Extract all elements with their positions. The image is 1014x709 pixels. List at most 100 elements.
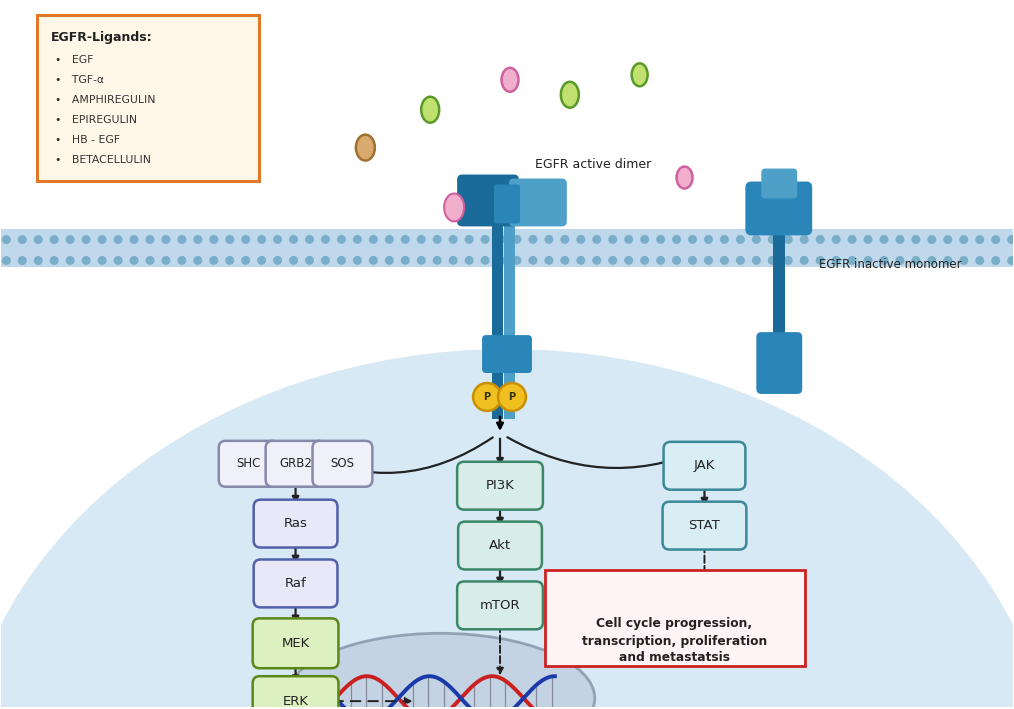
Ellipse shape	[676, 167, 693, 189]
Text: SHC: SHC	[236, 457, 261, 470]
Ellipse shape	[561, 82, 579, 108]
Circle shape	[943, 235, 952, 244]
Circle shape	[385, 235, 393, 244]
Circle shape	[831, 235, 841, 244]
Text: Cell cycle progression,: Cell cycle progression,	[596, 617, 752, 630]
FancyBboxPatch shape	[663, 442, 745, 490]
Text: MEK: MEK	[282, 637, 309, 649]
Circle shape	[1007, 256, 1014, 265]
Circle shape	[145, 256, 154, 265]
Circle shape	[943, 256, 952, 265]
Circle shape	[497, 256, 506, 264]
Circle shape	[417, 235, 426, 244]
Text: SOS: SOS	[331, 457, 355, 470]
Circle shape	[751, 256, 760, 265]
Circle shape	[736, 235, 745, 244]
Circle shape	[18, 256, 26, 265]
FancyBboxPatch shape	[457, 174, 519, 226]
Circle shape	[353, 256, 362, 265]
Circle shape	[417, 256, 426, 264]
Circle shape	[928, 256, 936, 265]
Text: P: P	[484, 392, 491, 402]
Bar	[1, 230, 1013, 267]
Circle shape	[720, 256, 729, 265]
Circle shape	[992, 256, 1000, 265]
Circle shape	[864, 256, 872, 265]
Circle shape	[528, 256, 537, 264]
Circle shape	[145, 235, 154, 244]
Text: •   BETACELLULIN: • BETACELLULIN	[55, 155, 151, 164]
Text: •   AMPHIREGULIN: • AMPHIREGULIN	[55, 95, 156, 105]
Circle shape	[831, 256, 841, 265]
Circle shape	[337, 235, 346, 244]
Circle shape	[720, 235, 729, 244]
Circle shape	[97, 235, 106, 244]
Circle shape	[1007, 235, 1014, 244]
Circle shape	[448, 256, 457, 264]
Circle shape	[321, 235, 330, 244]
Circle shape	[608, 235, 618, 244]
Circle shape	[975, 256, 985, 265]
Text: Ras: Ras	[284, 517, 307, 530]
Circle shape	[353, 235, 362, 244]
Circle shape	[321, 256, 330, 265]
Bar	[492, 199, 503, 339]
Circle shape	[241, 256, 250, 265]
Circle shape	[800, 256, 809, 265]
Circle shape	[33, 256, 43, 265]
Circle shape	[784, 256, 793, 265]
Circle shape	[497, 235, 506, 244]
Text: GRB2: GRB2	[279, 457, 312, 470]
Circle shape	[82, 256, 90, 265]
Circle shape	[464, 256, 474, 264]
Bar	[492, 339, 503, 419]
Circle shape	[50, 256, 59, 265]
Text: EGFR active dimer: EGFR active dimer	[535, 158, 651, 171]
Circle shape	[225, 235, 234, 244]
Circle shape	[704, 256, 713, 265]
Circle shape	[625, 235, 633, 244]
Circle shape	[608, 256, 618, 264]
Circle shape	[545, 235, 554, 244]
Circle shape	[225, 256, 234, 265]
Circle shape	[2, 256, 11, 265]
Circle shape	[305, 235, 314, 244]
Circle shape	[177, 235, 187, 244]
Text: and metastatsis: and metastatsis	[620, 651, 730, 664]
Bar	[1, 0, 1013, 267]
Text: EGFR-Ligands:: EGFR-Ligands:	[52, 31, 153, 44]
Circle shape	[50, 235, 59, 244]
Text: •   EGF: • EGF	[55, 55, 93, 65]
FancyBboxPatch shape	[482, 335, 532, 373]
Circle shape	[992, 235, 1000, 244]
FancyBboxPatch shape	[254, 500, 338, 547]
Circle shape	[592, 235, 601, 244]
FancyBboxPatch shape	[457, 462, 542, 510]
Circle shape	[305, 256, 314, 265]
Text: STAT: STAT	[689, 519, 720, 532]
Ellipse shape	[502, 68, 518, 91]
Text: PI3K: PI3K	[486, 479, 514, 492]
FancyBboxPatch shape	[545, 571, 805, 666]
FancyBboxPatch shape	[756, 332, 802, 394]
Circle shape	[114, 256, 123, 265]
Circle shape	[481, 235, 490, 244]
Text: P: P	[508, 392, 515, 402]
Circle shape	[289, 235, 298, 244]
Circle shape	[912, 256, 921, 265]
Circle shape	[561, 256, 569, 264]
Circle shape	[177, 256, 187, 265]
Text: •   HB - EGF: • HB - EGF	[55, 135, 121, 145]
Circle shape	[401, 256, 410, 264]
Circle shape	[97, 256, 106, 265]
Text: ERK: ERK	[283, 695, 308, 708]
Circle shape	[481, 256, 490, 264]
Circle shape	[656, 235, 665, 244]
Circle shape	[768, 235, 777, 244]
Circle shape	[194, 256, 203, 265]
FancyBboxPatch shape	[494, 184, 520, 223]
Circle shape	[194, 235, 203, 244]
Circle shape	[66, 235, 75, 244]
Circle shape	[114, 235, 123, 244]
Circle shape	[625, 256, 633, 264]
